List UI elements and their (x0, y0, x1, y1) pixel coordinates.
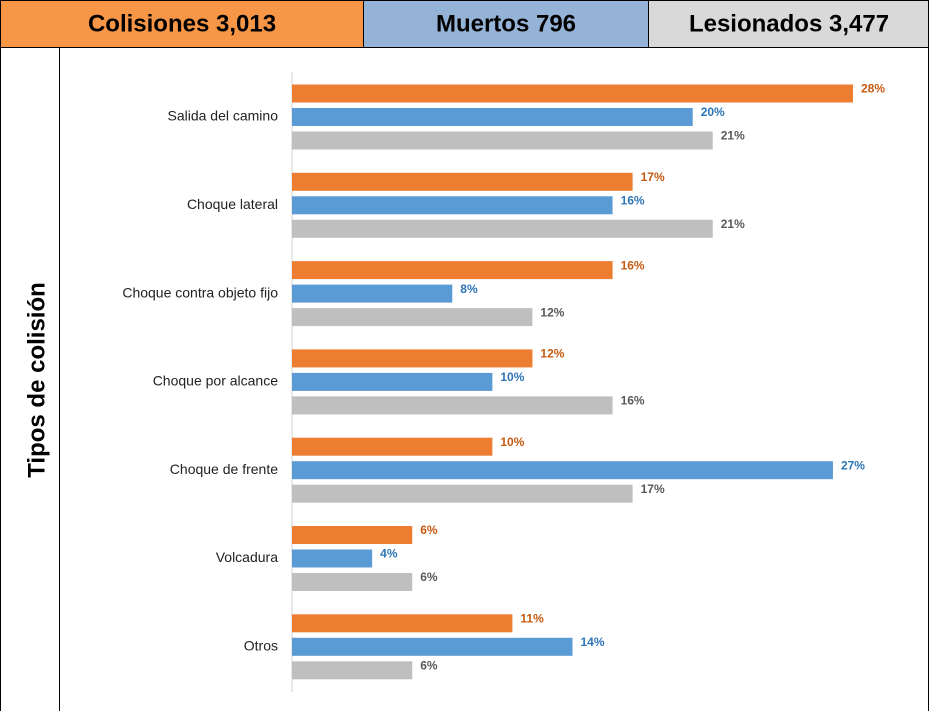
data-label: 10% (500, 435, 524, 449)
bar (292, 84, 853, 103)
bar (292, 131, 713, 150)
bar (292, 349, 533, 368)
bar (292, 549, 373, 568)
bar (292, 396, 613, 415)
category-label: Salida del camino (167, 108, 278, 124)
bar (292, 308, 533, 327)
data-label: 4% (380, 547, 398, 561)
data-label: 12% (540, 347, 564, 361)
data-label: 20% (701, 105, 725, 119)
bar (292, 661, 413, 680)
bar (292, 108, 693, 126)
bar (292, 172, 633, 191)
bar (292, 614, 513, 633)
bar (292, 196, 613, 215)
bar (292, 637, 573, 656)
data-label: 14% (581, 635, 605, 649)
data-label: 12% (540, 305, 564, 319)
category-label: Choque lateral (187, 196, 278, 212)
bar (292, 484, 633, 503)
category-label: Otros (244, 638, 278, 654)
header-cell (363, 0, 649, 48)
header-cell (0, 0, 364, 48)
bar (292, 284, 453, 303)
category-label: Volcadura (216, 549, 278, 565)
category-label: Choque de frente (170, 461, 278, 477)
data-label: 6% (420, 570, 438, 584)
data-label: 8% (460, 282, 478, 296)
data-label: 11% (520, 611, 544, 625)
data-label: 21% (721, 129, 745, 143)
data-label: 6% (420, 658, 438, 672)
legend-entry: Lesionados 3,477 (689, 10, 889, 37)
bar (292, 437, 493, 456)
bar (292, 372, 493, 391)
data-label: 16% (621, 258, 645, 272)
data-label: 17% (641, 482, 665, 496)
data-label: 28% (861, 82, 885, 96)
data-label: 16% (621, 394, 645, 408)
data-label: 21% (721, 217, 745, 231)
bar (292, 261, 613, 280)
bar (292, 526, 413, 544)
data-label: 17% (641, 170, 665, 184)
data-label: 10% (500, 370, 524, 384)
axis-label: Tipos de colisión (23, 282, 50, 478)
legend-entry: Colisiones 3,013 (88, 10, 276, 37)
bar (292, 219, 713, 238)
bar (292, 461, 833, 480)
data-label: 6% (420, 523, 438, 537)
data-label: 27% (841, 458, 865, 472)
legend-entry: Muertos 796 (436, 10, 576, 37)
category-label: Choque contra objeto fijo (122, 284, 278, 300)
category-label: Choque por alcance (153, 373, 279, 389)
data-label: 16% (621, 193, 645, 207)
bar (292, 573, 413, 591)
header-cell (648, 0, 929, 48)
